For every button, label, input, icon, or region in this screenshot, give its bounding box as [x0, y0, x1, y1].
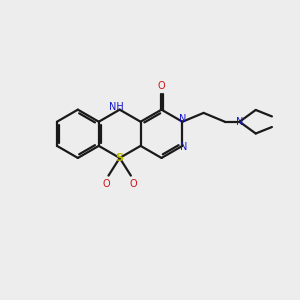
Text: N: N: [179, 114, 186, 124]
Text: S: S: [116, 153, 124, 163]
Text: O: O: [102, 179, 110, 189]
Text: O: O: [129, 179, 137, 189]
Text: NH: NH: [109, 102, 124, 112]
Text: O: O: [158, 81, 165, 92]
Text: N: N: [180, 142, 188, 152]
Text: N: N: [236, 117, 243, 127]
